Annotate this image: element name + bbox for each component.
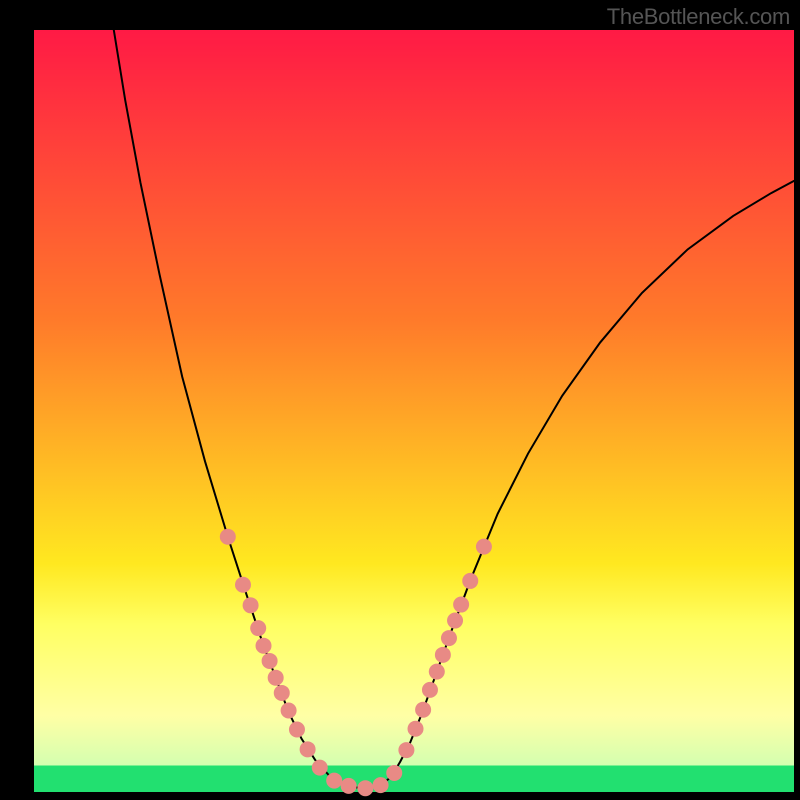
data-marker: [408, 721, 424, 737]
data-marker: [268, 670, 284, 686]
data-marker: [262, 653, 278, 669]
marker-group: [220, 529, 492, 796]
data-marker: [256, 638, 272, 654]
data-marker: [462, 573, 478, 589]
data-marker: [429, 664, 445, 680]
chart-overlay: [34, 30, 794, 792]
data-marker: [281, 702, 297, 718]
data-marker: [386, 765, 402, 781]
data-marker: [300, 741, 316, 757]
data-marker: [373, 777, 389, 793]
data-marker: [289, 722, 305, 738]
data-marker: [415, 702, 431, 718]
data-marker: [476, 539, 492, 555]
data-marker: [453, 597, 469, 613]
data-marker: [341, 778, 357, 794]
data-marker: [422, 682, 438, 698]
plot-area: [34, 30, 794, 792]
data-marker: [398, 742, 414, 758]
data-marker: [447, 613, 463, 629]
data-marker: [441, 630, 457, 646]
data-marker: [357, 780, 373, 796]
data-marker: [435, 647, 451, 663]
data-marker: [235, 577, 251, 593]
data-marker: [326, 773, 342, 789]
bottleneck-curve: [114, 30, 794, 788]
data-marker: [250, 620, 266, 636]
attribution-text: TheBottleneck.com: [607, 4, 790, 30]
data-marker: [312, 760, 328, 776]
data-marker: [274, 685, 290, 701]
data-marker: [220, 529, 236, 545]
data-marker: [243, 597, 259, 613]
